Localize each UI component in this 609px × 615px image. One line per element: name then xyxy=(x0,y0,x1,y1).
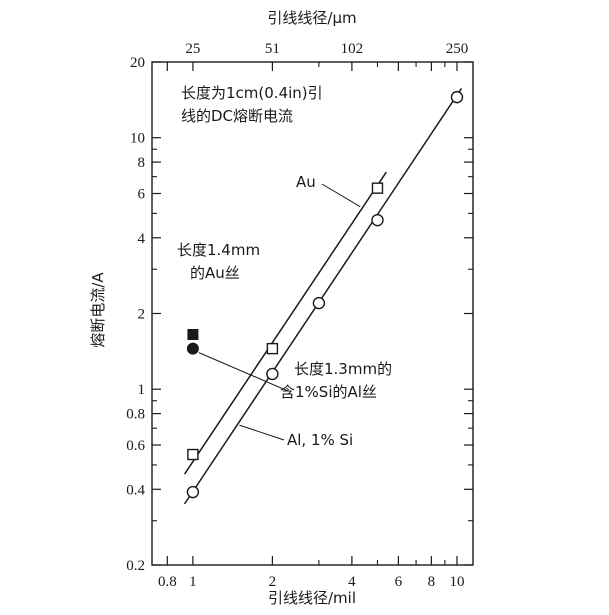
leader-lines xyxy=(198,183,361,441)
fit-line xyxy=(183,88,463,505)
x-tick-label: 6 xyxy=(395,574,403,590)
al-open-circle-marker xyxy=(186,485,200,499)
data-markers xyxy=(186,90,464,499)
al-open-circle-marker xyxy=(266,367,279,381)
x-tick-label: 2 xyxy=(269,574,277,590)
y-tick-label: 2 xyxy=(138,307,146,323)
al-open-circle-marker xyxy=(312,296,326,310)
x2-tick-label: 102 xyxy=(341,41,364,57)
x-tick-label: 4 xyxy=(348,574,356,590)
al-open-circle-marker xyxy=(450,90,464,104)
y-tick-label: 10 xyxy=(130,131,145,147)
y-axis-title: 熔断电流/A xyxy=(89,272,107,348)
al-open-circle-marker xyxy=(371,213,384,227)
annotation-header-line2: 线的DC熔断电流 xyxy=(181,107,293,125)
y-tick-label: 1 xyxy=(138,382,146,398)
annotation-au-label: Au xyxy=(296,173,316,191)
al-short-filled-circle-marker xyxy=(186,342,199,355)
annotation-au-short-line1: 长度1.4mm xyxy=(177,241,260,259)
x-tick-label: 0.8 xyxy=(158,574,177,590)
axis-tick-labels: 0.8 1 2 4 6 8 10 25 51 102 250 0.2 0.4 0.6 0.8 1 2 4 6 8 10 2… xyxy=(126,41,468,590)
au-label-leader xyxy=(321,183,361,208)
annotation-au-short-line2: 的Au丝 xyxy=(190,264,240,282)
plot-frame xyxy=(151,61,474,566)
fit-lines xyxy=(183,88,463,505)
y-tick-label: 6 xyxy=(138,187,146,203)
au-open-square-marker xyxy=(187,448,199,461)
y-tick-label: 20 xyxy=(130,55,145,71)
y-tick-label: 0.8 xyxy=(126,407,145,423)
x-tick-label: 1 xyxy=(189,574,197,590)
x-axis-title: 引线线径/mil xyxy=(268,589,356,607)
y-tick-label: 8 xyxy=(138,155,146,171)
x2-tick-label: 51 xyxy=(265,41,280,57)
x2-tick-label: 250 xyxy=(446,41,469,57)
annotation-al-label: Al, 1% Si xyxy=(287,431,353,449)
x2-tick-label: 25 xyxy=(185,41,200,57)
au-open-square-marker xyxy=(266,342,279,355)
y-tick-label: 0.4 xyxy=(126,482,145,498)
annotation-header-line1: 长度为1cm(0.4in)引 xyxy=(181,84,323,102)
axis-ticks xyxy=(152,61,473,566)
y-tick-label: 0.2 xyxy=(126,558,145,574)
x2-axis-title: 引线线径/μm xyxy=(267,9,356,27)
annotation-al-short-line2: 含1%Si的Al丝 xyxy=(280,383,377,401)
al-short-leader xyxy=(198,352,289,392)
al-label-leader xyxy=(239,424,285,441)
y-tick-label: 0.6 xyxy=(126,438,145,454)
au-short-filled-square-marker xyxy=(187,329,199,341)
fit-line xyxy=(183,171,387,475)
y-tick-label: 4 xyxy=(138,231,146,247)
annotation-al-short-line1: 长度1.3mm的 xyxy=(294,360,392,378)
au-open-square-marker xyxy=(371,182,384,194)
x-tick-label: 10 xyxy=(449,574,464,590)
x-tick-label: 8 xyxy=(428,574,436,590)
